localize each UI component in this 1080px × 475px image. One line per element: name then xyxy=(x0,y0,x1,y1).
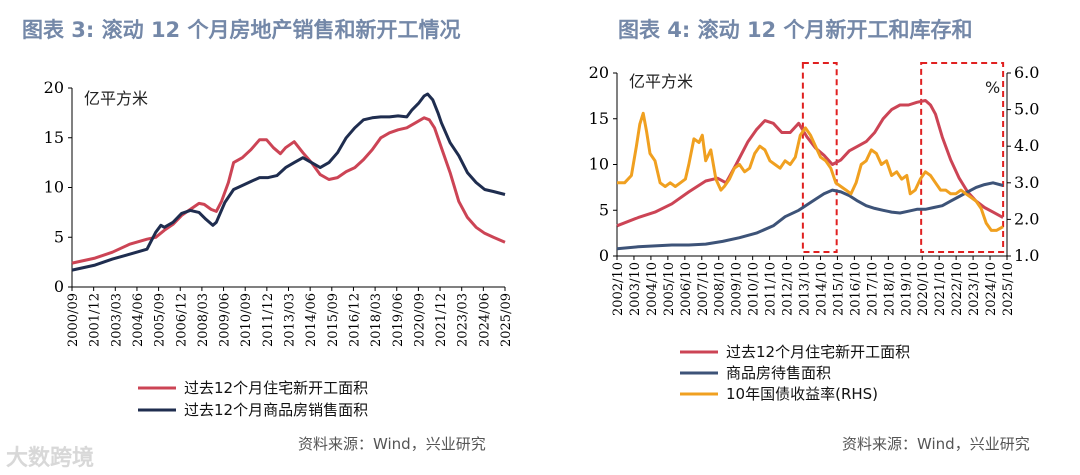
x-tick-label: 2021/12 xyxy=(434,293,449,347)
left-source-note: 资料来源：Wind，兴业研究 xyxy=(298,435,486,453)
y-tick-label: 10 xyxy=(589,155,609,174)
x-tick-label: 2000/09 xyxy=(66,293,81,347)
unit-label-left: 亿平方米 xyxy=(629,72,693,91)
x-tick-label: 2011/10 xyxy=(764,262,779,316)
x-tick-label: 2001/12 xyxy=(88,293,103,347)
x-tick-label: 2019/10 xyxy=(899,262,914,316)
unit-label: 亿平方米 xyxy=(84,89,148,108)
x-tick-label: 2016/12 xyxy=(347,293,362,347)
x-tick-label: 2007/10 xyxy=(696,262,711,316)
y-tick-label: 5 xyxy=(54,227,64,246)
watermark-logo: 大数跨境 xyxy=(6,446,95,471)
x-tick-label: 2009/10 xyxy=(730,262,745,316)
x-tick-label: 2003/10 xyxy=(628,262,643,316)
unit-label-right: % xyxy=(985,78,1000,97)
right-chart-title: 图表 4: 滚动 12 个月新开工和库存和 xyxy=(618,18,973,42)
y-tick-label: 10 xyxy=(44,178,64,197)
x-tick-label: 2004/06 xyxy=(131,293,146,347)
left-chart-svg: 0 5 10 15 20 2000/09 2001/12 2003/03 2004/06 2005… xyxy=(44,78,514,419)
y-right-tick-label: 4.0 xyxy=(1014,136,1039,155)
legend-label-2: 商品房待售面积 xyxy=(726,364,831,382)
y-right-tick-label: 3.0 xyxy=(1014,173,1039,192)
x-tick-label: 2020/10 xyxy=(916,262,931,316)
x-tick-label: 2006/12 xyxy=(174,293,189,347)
x-tick-label: 2015/10 xyxy=(831,262,846,316)
y-tick-label: 20 xyxy=(44,78,64,97)
x-tick-label: 2023/10 xyxy=(967,262,982,316)
x-tick-label: 2018/03 xyxy=(369,293,384,347)
x-tick-label: 2008/10 xyxy=(713,262,728,316)
highlight-box xyxy=(920,62,1005,253)
y-right-tick-label: 1.0 xyxy=(1014,246,1039,265)
legend-label-1: 过去12个月住宅新开工面积 xyxy=(726,343,910,361)
y-tick-label: 0 xyxy=(599,246,609,265)
right-chart-panel: 图表 4: 滚动 12 个月新开工和库存和 0 5 10 15 20 1.0 2.0 3.0 4… xyxy=(540,0,1080,475)
x-tick-label: 2011/12 xyxy=(261,293,276,347)
legend-label-3: 10年国债收益率(RHS) xyxy=(726,385,878,403)
y-right-tick-label: 5.0 xyxy=(1014,100,1039,119)
highlight-box xyxy=(801,62,838,253)
right-source-note: 资料来源：Wind，兴业研究 xyxy=(842,435,1030,453)
x-tick-label: 2005/10 xyxy=(662,262,677,316)
x-tick-label: 2014/10 xyxy=(814,262,829,316)
x-tick-label: 2024/06 xyxy=(477,293,492,347)
x-tick-label: 2017/10 xyxy=(865,262,880,316)
series-line-1 xyxy=(71,116,506,265)
x-tick-label: 2013/10 xyxy=(798,262,813,316)
x-tick-label: 2013/03 xyxy=(283,293,298,347)
x-tick-label: 2012/10 xyxy=(781,262,796,316)
x-tick-label: 2006/10 xyxy=(679,262,694,316)
series-line-2 xyxy=(616,181,1004,251)
x-tick-label: 2016/10 xyxy=(848,262,863,316)
series-line-3 xyxy=(617,111,1004,232)
x-tick-label: 2003/03 xyxy=(109,293,124,347)
series-line-2 xyxy=(71,92,506,272)
y-tick-label: 15 xyxy=(44,128,64,147)
left-chart-panel: 图表 3: 滚动 12 个月房地产销售和新开工情况 0 5 10 15 20 2000/0… xyxy=(22,18,514,453)
y-tick-label: 5 xyxy=(599,200,609,219)
x-tick-label: 2010/10 xyxy=(747,262,762,316)
x-tick-label: 2010/09 xyxy=(239,293,254,347)
x-tick-label: 2014/06 xyxy=(304,293,319,347)
right-chart-svg: 0 5 10 15 20 1.0 2.0 3.0 4.0 5.0 6.0 2002/10 2003/10… xyxy=(589,62,1039,403)
x-tick-label: 2025/10 xyxy=(1001,262,1016,316)
left-chart-title: 图表 3: 滚动 12 个月房地产销售和新开工情况 xyxy=(22,18,461,42)
y-tick-label: 0 xyxy=(54,277,64,296)
y-right-tick-label: 2.0 xyxy=(1014,209,1039,228)
x-tick-label: 2022/10 xyxy=(950,262,965,316)
x-tick-label: 2023/03 xyxy=(456,293,471,347)
x-tick-label: 2025/09 xyxy=(499,293,514,347)
x-tick-label: 2009/06 xyxy=(218,293,233,347)
x-tick-label: 2020/09 xyxy=(412,293,427,347)
series-line-1 xyxy=(616,99,1004,228)
x-tick-label: 2005/09 xyxy=(153,293,168,347)
legend-label-1: 过去12个月住宅新开工面积 xyxy=(184,379,368,397)
x-tick-label: 2008/03 xyxy=(196,293,211,347)
y-tick-label: 15 xyxy=(589,109,609,128)
legend-label-2: 过去12个月商品房销售面积 xyxy=(184,401,368,419)
x-tick-label: 2002/10 xyxy=(611,262,626,316)
x-tick-label: 2015/09 xyxy=(326,293,341,347)
x-tick-label: 2021/10 xyxy=(933,262,948,316)
y-tick-label: 20 xyxy=(589,63,609,82)
x-tick-label: 2019/06 xyxy=(391,293,406,347)
y-right-tick-label: 6.0 xyxy=(1014,63,1039,82)
x-tick-label: 2024/10 xyxy=(984,262,999,316)
x-tick-label: 2018/10 xyxy=(882,262,897,316)
x-tick-label: 2004/10 xyxy=(645,262,660,316)
